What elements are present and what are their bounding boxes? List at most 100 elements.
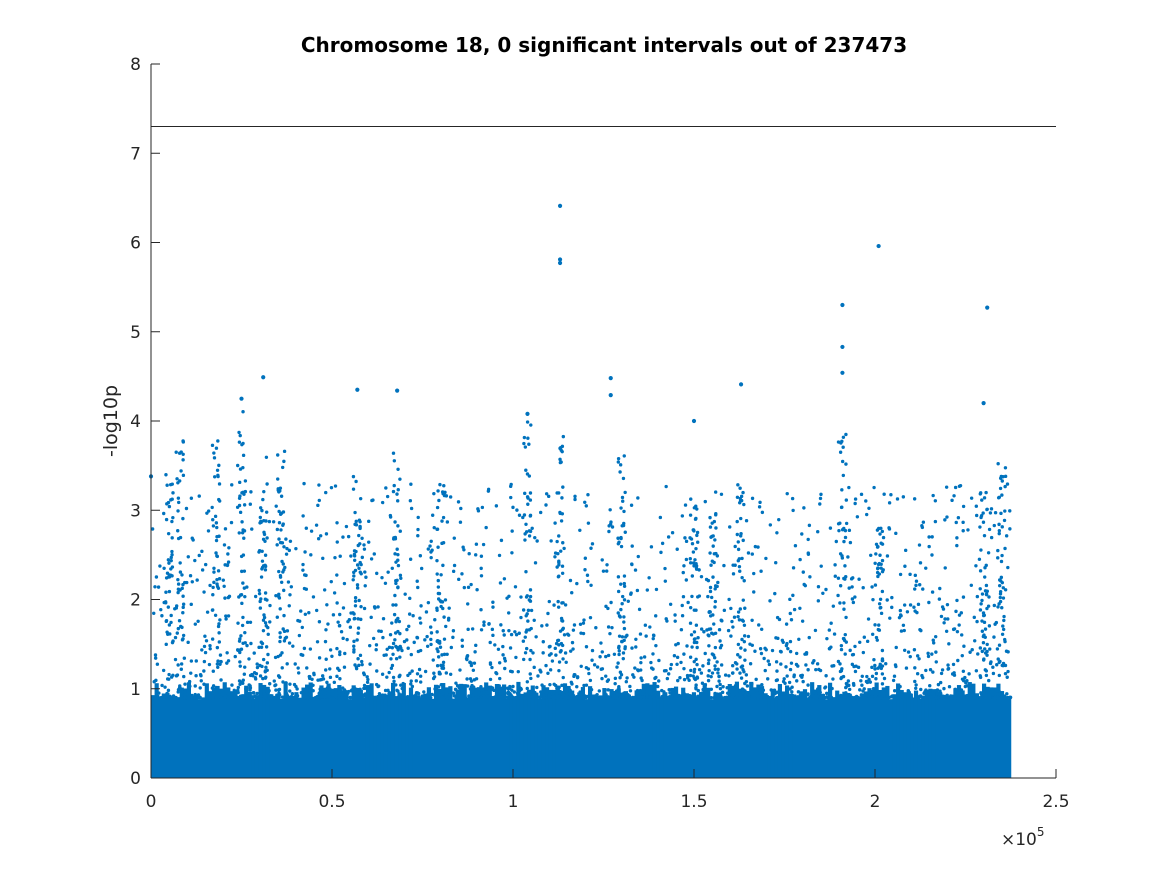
data-point [744,673,749,677]
dense-point-band [455,689,460,778]
data-point [731,664,735,668]
data-point [268,603,272,608]
data-point [880,664,885,668]
data-point [337,623,342,628]
data-point [760,682,764,687]
data-point [980,629,985,633]
data-point [441,515,446,520]
data-point [998,595,1002,600]
data-point [164,619,169,624]
data-point [335,646,339,651]
data-point [713,538,717,542]
data-point [182,656,187,660]
data-point [479,607,483,612]
data-point [409,506,414,511]
data-point [476,507,480,511]
data-point [736,483,740,487]
data-point [219,678,223,682]
data-point [605,563,609,567]
data-point [639,695,644,699]
data-point [1003,546,1007,551]
x-axis-multiplier: ×105 [1001,825,1045,850]
data-point [979,548,983,552]
data-point [419,680,423,684]
data-point [855,695,860,700]
data-point [302,646,307,651]
dense-point-band [265,686,270,778]
data-point [502,577,507,581]
data-point [261,618,266,622]
data-point [282,449,287,454]
data-point [385,647,389,651]
data-point [933,634,938,639]
data-point [249,490,253,494]
data-point [392,483,396,488]
data-point [367,540,371,544]
data-point [338,612,342,617]
data-point [399,683,403,687]
data-point [389,657,393,661]
data-point [695,640,699,645]
data-point [510,670,514,674]
data-point [223,684,227,688]
data-point [709,563,713,567]
data-point [490,665,494,670]
data-point [851,576,855,580]
data-point [529,676,533,681]
data-point [277,693,282,697]
data-point [218,653,223,657]
data-point [905,610,910,614]
data-point [176,590,180,595]
data-point [701,687,705,692]
data-point [620,594,625,599]
data-point [333,484,338,488]
data-point [216,569,221,573]
data-point [681,695,686,700]
data-point [491,600,495,604]
data-point [398,529,402,533]
data-point [631,673,635,677]
data-point [496,647,501,651]
data-point [433,618,437,622]
data-point [718,682,722,687]
data-point [203,562,208,567]
dense-point-band [204,683,209,778]
data-point [266,632,270,637]
data-point [772,689,777,694]
dense-point-band [541,685,546,778]
dense-point-band [362,697,367,778]
dense-point-band [964,696,969,778]
data-point [381,635,385,640]
data-point [585,573,590,577]
data-point [785,491,789,496]
data-point [973,639,977,643]
data-point [718,686,723,691]
data-point [474,553,478,557]
data-point [903,694,908,698]
data-point [987,694,992,698]
data-point [924,668,928,673]
dense-point-band [709,699,714,778]
data-point [921,587,925,591]
data-point [978,587,982,591]
dense-point-band [179,687,184,778]
data-point [696,636,700,640]
data-point [778,692,782,696]
data-point [721,685,725,689]
data-point [269,695,273,700]
data-point [360,695,364,700]
data-point [353,604,358,608]
data-point [999,511,1003,516]
data-point [960,653,964,658]
data-point [335,573,339,577]
data-point [435,638,440,643]
data-point [639,660,643,665]
dense-point-band [810,682,815,778]
data-point [957,623,961,627]
data-point [457,685,461,690]
data-point [336,620,340,624]
data-point [568,578,573,583]
data-point [717,674,721,679]
data-point [723,673,728,677]
data-point [844,498,849,502]
